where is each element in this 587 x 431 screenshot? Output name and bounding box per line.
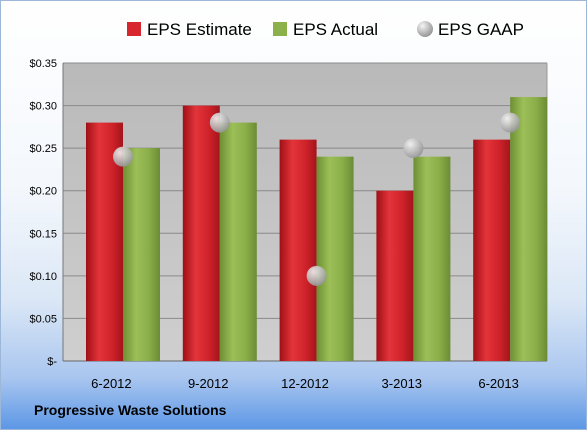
legend-label: EPS Estimate [147,20,252,39]
gaap-point [403,138,424,159]
gaap-point [113,146,133,167]
x-category-label: 3-2013 [382,376,422,391]
gaap-point [209,112,230,133]
bar-eps-actual [123,148,160,361]
y-tick-label: $0.25 [29,143,57,155]
bar-eps-actual [219,122,257,361]
x-category-label: 6-2012 [91,376,131,391]
bar-eps-estimate [473,139,511,361]
bar-eps-actual [510,97,548,362]
y-tick-label: $- [47,356,57,368]
y-tick-label: $0.35 [29,58,57,70]
x-axis-categories: 6-2012 9-2012 12-2012 3-2013 6-2013 [91,376,519,391]
company-name: Progressive Waste Solutions [34,402,227,418]
y-tick-label: $0.10 [29,271,57,283]
y-tick-label: $0.15 [29,228,57,240]
bar-eps-estimate [182,105,220,361]
bar-eps-actual [316,156,354,361]
legend-swatch [417,21,433,37]
legend-swatch [127,22,141,36]
legend-label: EPS GAAP [438,20,524,39]
y-tick-label: $0.30 [29,101,57,113]
bars [86,97,548,362]
bar-eps-actual [413,156,451,361]
bar-eps-estimate [279,139,317,361]
gaap-point [500,112,521,133]
x-category-label: 6-2013 [478,376,518,391]
legend-label: EPS Actual [293,20,378,39]
x-category-label: 9-2012 [188,376,228,391]
y-tick-label: $0.05 [29,313,57,325]
y-tick-label: $0.20 [29,186,57,198]
gaap-point [306,265,327,286]
gaap-points [113,112,521,286]
legend-swatch [273,22,287,36]
x-category-label: 12-2012 [281,376,329,391]
bar-eps-estimate [376,190,414,361]
legend: EPS Estimate EPS Actual EPS GAAP [127,20,524,39]
y-axis-ticks: $- $0.05 $0.10 $0.15 $0.20 $0.25 $0.30 $0.35 [29,58,57,368]
